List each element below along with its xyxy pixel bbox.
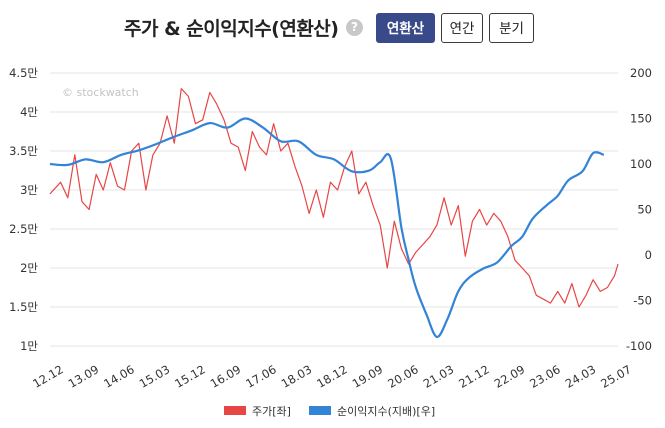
left-tick-label: 3만 — [20, 183, 38, 197]
x-tick-label: 15.03 — [137, 362, 173, 391]
x-tick-label: 24.03 — [563, 362, 599, 391]
x-tick-label: 12.12 — [30, 362, 66, 391]
x-tick-label: 21.03 — [421, 362, 457, 391]
x-axis-ticks: 12.12 13.09 14.06 15.03 15.12 16.09 17.06 18.03… — [30, 362, 634, 391]
x-tick-label: 18.12 — [314, 362, 350, 391]
right-tick-label: 0 — [645, 248, 652, 262]
help-icon[interactable]: ? — [346, 19, 363, 36]
left-tick-label: 4.5만 — [9, 66, 38, 80]
legend-index-label: 순이익지수(지배)[우] — [337, 405, 435, 418]
left-tick-label: 2.5만 — [9, 222, 38, 236]
left-tick-label: 3.5만 — [9, 144, 38, 158]
right-tick-label: -50 — [633, 294, 652, 308]
profit-index-series-line — [49, 117, 605, 338]
left-tick-label: 2만 — [20, 261, 38, 275]
x-tick-label: 22.09 — [492, 362, 528, 391]
right-tick-label: 150 — [630, 112, 652, 126]
quarter-button[interactable]: 분기 — [489, 13, 534, 43]
right-tick-label: 200 — [630, 66, 652, 80]
left-axis-ticks: 1만 1.5만 2만 2.5만 3만 3.5만 4만 4.5만 — [9, 66, 38, 353]
left-tick-label: 4만 — [20, 105, 38, 119]
x-tick-label: 21.12 — [456, 362, 492, 391]
right-tick-label: 100 — [630, 157, 652, 171]
left-tick-label: 1.5만 — [9, 300, 38, 314]
x-tick-label: 13.09 — [66, 362, 102, 391]
x-tick-label: 20.06 — [385, 362, 421, 391]
x-tick-label: 15.12 — [172, 362, 208, 391]
annual-button[interactable]: 연간 — [441, 13, 483, 43]
x-tick-label: 16.09 — [208, 362, 244, 391]
price-series-line — [49, 88, 619, 308]
chart-header: 주가 & 순이익지수(연환산) ? 연환산 연간 분기 — [0, 0, 665, 56]
chart-title: 주가 & 순이익지수(연환산) — [124, 18, 339, 40]
legend-price-swatch — [224, 406, 246, 415]
grid-lines — [50, 72, 618, 347]
legend[interactable]: 주가[좌] 순이익지수(지배)[우] — [224, 405, 435, 418]
right-tick-label: 50 — [637, 203, 652, 217]
x-tick-label: 17.06 — [243, 362, 279, 391]
legend-index-swatch — [309, 406, 331, 415]
x-tick-label: 19.09 — [350, 362, 386, 391]
line-chart: © stockwatch 1만 1.5만 2만 2.5만 3만 3.5만 4만 4.5만 -1… — [9, 66, 652, 418]
right-tick-label: -100 — [626, 339, 652, 353]
x-tick-label: 14.06 — [101, 362, 137, 391]
x-tick-label: 25.07 — [598, 362, 634, 391]
x-tick-label: 18.03 — [279, 362, 315, 391]
watermark: © stockwatch — [62, 86, 139, 99]
annualized-button[interactable]: 연환산 — [376, 13, 435, 43]
x-tick-label: 23.06 — [527, 362, 563, 391]
right-axis-ticks: -100 -50 0 50 100 150 200 — [626, 66, 652, 353]
legend-price-label: 주가[좌] — [252, 405, 291, 418]
series-layer — [49, 88, 619, 338]
left-tick-label: 1만 — [20, 339, 38, 353]
